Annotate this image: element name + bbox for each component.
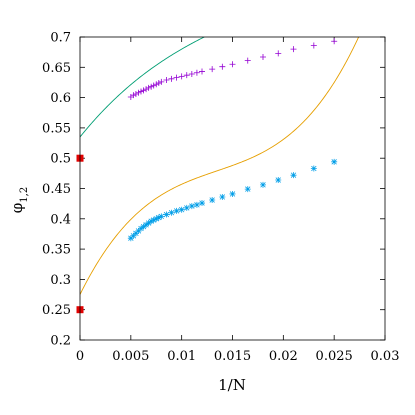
y-axis-label-subscript: 1,2	[19, 187, 30, 203]
tick-labels: 0 0.005 0.01 0.015 0.02 0.025 0.03 0.2 0.25 0.3 0.…	[42, 31, 399, 365]
data-point-asterisk	[310, 165, 317, 172]
x-tick-label: 0.02	[269, 349, 298, 364]
x-tick-label: 0	[76, 349, 84, 364]
y-tick-label: 0.2	[50, 334, 71, 349]
data-point-asterisk	[145, 220, 152, 227]
data-point-plus	[209, 66, 216, 73]
data-point-plus	[130, 92, 137, 99]
data-point-plus	[168, 75, 175, 82]
data-point-asterisk	[155, 214, 162, 221]
y-tick-label: 0.7	[50, 31, 71, 46]
data-point-asterisk	[135, 227, 142, 234]
data-point-asterisk	[260, 181, 266, 188]
data-point-plus	[135, 89, 142, 96]
data-point-plus	[229, 61, 236, 68]
data-point-plus	[188, 70, 195, 77]
tick-marks	[79, 36, 386, 341]
y-tick-label: 0.35	[42, 243, 71, 258]
data-point-plus	[244, 57, 251, 64]
data-point-asterisk	[331, 158, 338, 165]
data-point-asterisk	[188, 203, 195, 210]
data-point-asterisk	[127, 235, 134, 242]
x-tick-label: 0.03	[371, 349, 400, 364]
data-point-plus	[183, 72, 190, 79]
data-point-asterisk	[138, 225, 144, 232]
x-tick-label: 0.005	[112, 349, 149, 364]
data-point-asterisk	[183, 204, 190, 211]
data-point-asterisk	[163, 211, 170, 218]
data-point-plus	[138, 88, 144, 95]
plot-frame	[79, 36, 386, 341]
data-point-plus	[310, 42, 317, 49]
data-point-asterisk	[130, 232, 137, 239]
data-point-asterisk	[275, 177, 282, 184]
y-tick-label: 0.5	[50, 152, 71, 167]
points-layer	[76, 38, 338, 314]
data-point-asterisk	[290, 172, 297, 179]
data-point-plus	[199, 68, 205, 75]
y-tick-label: 0.3	[50, 273, 71, 288]
data-point-plus	[193, 69, 200, 76]
curves-layer	[80, 37, 360, 295]
y-tick-label: 0.25	[42, 303, 71, 318]
data-point-asterisk	[168, 209, 175, 216]
data-point-plus	[163, 77, 170, 84]
x-axis-label: 1/N	[218, 376, 246, 394]
data-point-asterisk	[153, 215, 160, 222]
data-point-asterisk	[143, 221, 150, 228]
data-point-asterisk	[150, 217, 157, 224]
fit-curve-2	[80, 37, 360, 295]
data-point-asterisk	[140, 223, 147, 230]
y-tick-label: 0.6	[50, 91, 71, 106]
data-point-plus	[290, 46, 297, 53]
x-tick-label: 0.01	[167, 349, 196, 364]
data-point-plus	[158, 78, 165, 85]
data-point-plus	[145, 84, 152, 91]
data-point-plus	[331, 38, 338, 45]
x-tick-label: 0.025	[316, 349, 353, 364]
data-point-plus	[140, 87, 147, 94]
data-point-plus	[219, 63, 226, 70]
data-point-plus	[153, 81, 160, 88]
data-point-asterisk	[132, 230, 139, 237]
data-point-asterisk	[209, 197, 216, 204]
y-tick-label: 0.4	[50, 212, 71, 227]
data-point-plus	[143, 86, 150, 93]
y-tick-label: 0.55	[42, 121, 71, 136]
data-point-plus	[173, 74, 180, 81]
y-tick-label: 0.65	[42, 61, 71, 76]
data-point-asterisk	[199, 200, 205, 207]
data-point-asterisk	[219, 193, 226, 200]
data-point-plus	[155, 80, 162, 87]
y-tick-label: 0.45	[42, 182, 71, 197]
fit-curve-1	[80, 37, 206, 138]
data-point-plus	[275, 50, 282, 57]
data-point-asterisk	[178, 206, 185, 213]
data-point-asterisk	[148, 218, 155, 225]
data-point-asterisk	[158, 213, 165, 220]
data-point-plus	[150, 82, 157, 89]
data-point-plus	[148, 83, 155, 90]
data-point-asterisk	[173, 207, 180, 214]
y-axis-label: φ1,2	[8, 187, 30, 213]
data-point-plus	[260, 53, 266, 60]
data-point-asterisk	[193, 201, 200, 208]
data-point-plus	[132, 90, 139, 97]
x-tick-label: 0.015	[214, 349, 251, 364]
data-point-asterisk	[229, 190, 236, 197]
y-axis-label-base: φ	[8, 203, 26, 214]
data-point-asterisk	[244, 186, 251, 193]
data-point-plus	[178, 73, 185, 80]
